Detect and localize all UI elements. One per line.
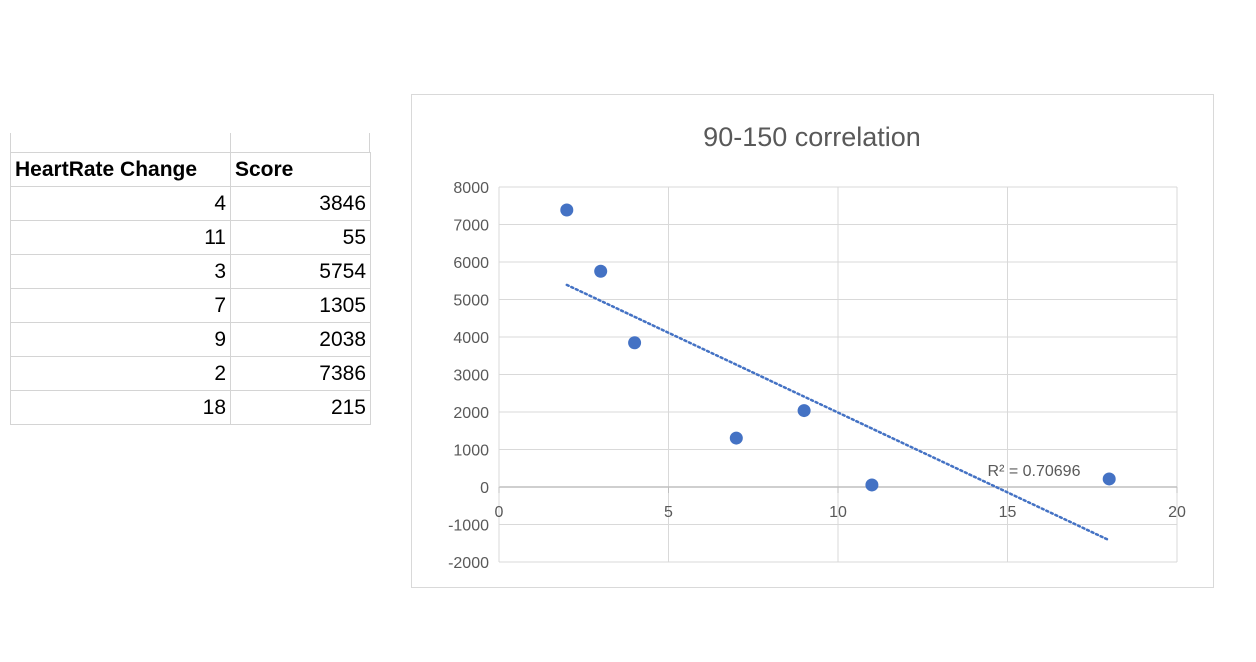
cell-score[interactable]: 1305 bbox=[230, 288, 371, 323]
y-tick-label: 8000 bbox=[453, 180, 489, 197]
header-heartrate-change[interactable]: HeartRate Change bbox=[10, 152, 231, 187]
y-tick-label: 1000 bbox=[453, 443, 489, 460]
data-point bbox=[797, 404, 811, 418]
data-point bbox=[1102, 472, 1116, 486]
cell-heartrate[interactable]: 9 bbox=[10, 322, 231, 357]
x-tick-label: 15 bbox=[999, 504, 1017, 521]
sheet-partial-row bbox=[10, 133, 370, 152]
cell-heartrate[interactable]: 3 bbox=[10, 254, 231, 289]
data-points bbox=[560, 203, 1116, 492]
cell-score[interactable]: 2038 bbox=[230, 322, 371, 357]
table-row: 11 55 bbox=[10, 220, 371, 255]
table-row: 4 3846 bbox=[10, 186, 371, 221]
data-point bbox=[628, 336, 642, 350]
y-tick-label: 7000 bbox=[453, 218, 489, 235]
cell-score[interactable]: 5754 bbox=[230, 254, 371, 289]
scatter-chart: -2000 -1000 0 1000 2000 3000 4000 5000 6000 7000 8… bbox=[448, 122, 1186, 572]
x-tick-label: 0 bbox=[495, 504, 504, 521]
header-score[interactable]: Score bbox=[230, 152, 371, 187]
y-tick-label: -1000 bbox=[448, 518, 489, 535]
x-tick-label: 5 bbox=[664, 504, 673, 521]
y-tick-label: 2000 bbox=[453, 405, 489, 422]
trendline bbox=[565, 283, 1111, 542]
x-tick-label: 20 bbox=[1168, 504, 1186, 521]
cell-heartrate[interactable]: 11 bbox=[10, 220, 231, 255]
data-point bbox=[560, 203, 574, 217]
cell-score[interactable]: 7386 bbox=[230, 356, 371, 391]
gridlines bbox=[499, 186, 1178, 563]
cell-score[interactable]: 55 bbox=[230, 220, 371, 255]
table-header-row: HeartRate Change Score bbox=[10, 152, 371, 187]
y-tick-label: 3000 bbox=[453, 368, 489, 385]
chart-title[interactable]: 90-150 correlation bbox=[703, 122, 921, 152]
data-point bbox=[865, 478, 879, 492]
data-sheet: HeartRate Change Score 4 3846 11 55 3 57… bbox=[10, 133, 371, 425]
y-tick-label: -2000 bbox=[448, 555, 489, 572]
cell-score[interactable]: 3846 bbox=[230, 186, 371, 221]
table-row: 7 1305 bbox=[10, 288, 371, 323]
data-point bbox=[729, 431, 743, 445]
data-point bbox=[594, 264, 608, 278]
trendline-group bbox=[565, 283, 1111, 542]
y-tick-label: 0 bbox=[480, 480, 489, 497]
table-row: 3 5754 bbox=[10, 254, 371, 289]
r-squared-label[interactable]: R² = 0.70696 bbox=[988, 463, 1081, 480]
chart-area[interactable]: -2000 -1000 0 1000 2000 3000 4000 5000 6000 7000 8… bbox=[411, 94, 1214, 588]
cell-heartrate[interactable]: 18 bbox=[10, 390, 231, 425]
table-row: 18 215 bbox=[10, 390, 371, 425]
y-tick-label: 6000 bbox=[453, 255, 489, 272]
table-row: 2 7386 bbox=[10, 356, 371, 391]
cell-heartrate[interactable]: 2 bbox=[10, 356, 231, 391]
data-table: HeartRate Change Score 4 3846 11 55 3 57… bbox=[10, 152, 371, 425]
x-tick-label: 10 bbox=[829, 504, 847, 521]
y-tick-label: 4000 bbox=[453, 330, 489, 347]
cell-score[interactable]: 215 bbox=[230, 390, 371, 425]
table-row: 9 2038 bbox=[10, 322, 371, 357]
tick-labels: -2000 -1000 0 1000 2000 3000 4000 5000 6000 7000 8… bbox=[448, 180, 1186, 572]
axes bbox=[498, 187, 1178, 562]
cell-heartrate[interactable]: 4 bbox=[10, 186, 231, 221]
cell-heartrate[interactable]: 7 bbox=[10, 288, 231, 323]
y-tick-label: 5000 bbox=[453, 293, 489, 310]
